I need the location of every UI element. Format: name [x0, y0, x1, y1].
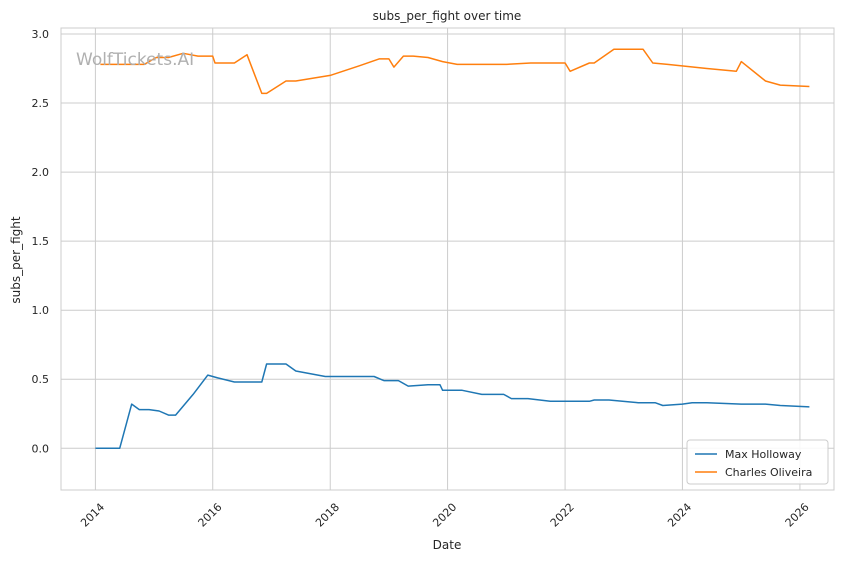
y-tick-label: 1.5 [32, 235, 50, 248]
legend-label: Charles Oliveira [725, 466, 812, 479]
x-tick-label: 2016 [196, 501, 225, 530]
grid [61, 28, 834, 490]
y-tick-label: 0.0 [32, 442, 50, 455]
y-tick-label: 2.0 [32, 166, 50, 179]
x-tick-label: 2020 [430, 501, 459, 530]
x-tick-label: 2026 [783, 501, 812, 530]
chart-title: subs_per_fight over time [373, 9, 522, 23]
x-axis-label: Date [433, 538, 462, 552]
watermark: WolfTickets.AI [76, 50, 194, 70]
legend-box [686, 439, 829, 485]
plot-frame [60, 27, 835, 491]
x-tick-labels: 2014 2016 2018 2020 2022 2024 2026 [78, 501, 812, 530]
x-tick-label: 2024 [665, 501, 694, 530]
series-line-charles-oliveira [100, 48, 810, 95]
series-line-max-holloway [95, 363, 810, 450]
x-tick-label: 2014 [78, 501, 107, 530]
x-tick-label: 2022 [548, 501, 577, 530]
x-tick-label: 2018 [313, 501, 342, 530]
legend: Max Holloway Charles Oliveira [686, 439, 829, 485]
y-tick-labels: 0.0 0.5 1.0 1.5 2.0 2.5 3.0 [32, 28, 50, 455]
series-group [95, 48, 810, 450]
y-tick-label: 2.5 [32, 97, 50, 110]
legend-label: Max Holloway [725, 448, 802, 461]
y-tick-label: 0.5 [32, 373, 50, 386]
y-axis-label: subs_per_fight [9, 216, 23, 303]
y-tick-label: 1.0 [32, 304, 50, 317]
y-tick-label: 3.0 [32, 28, 50, 41]
